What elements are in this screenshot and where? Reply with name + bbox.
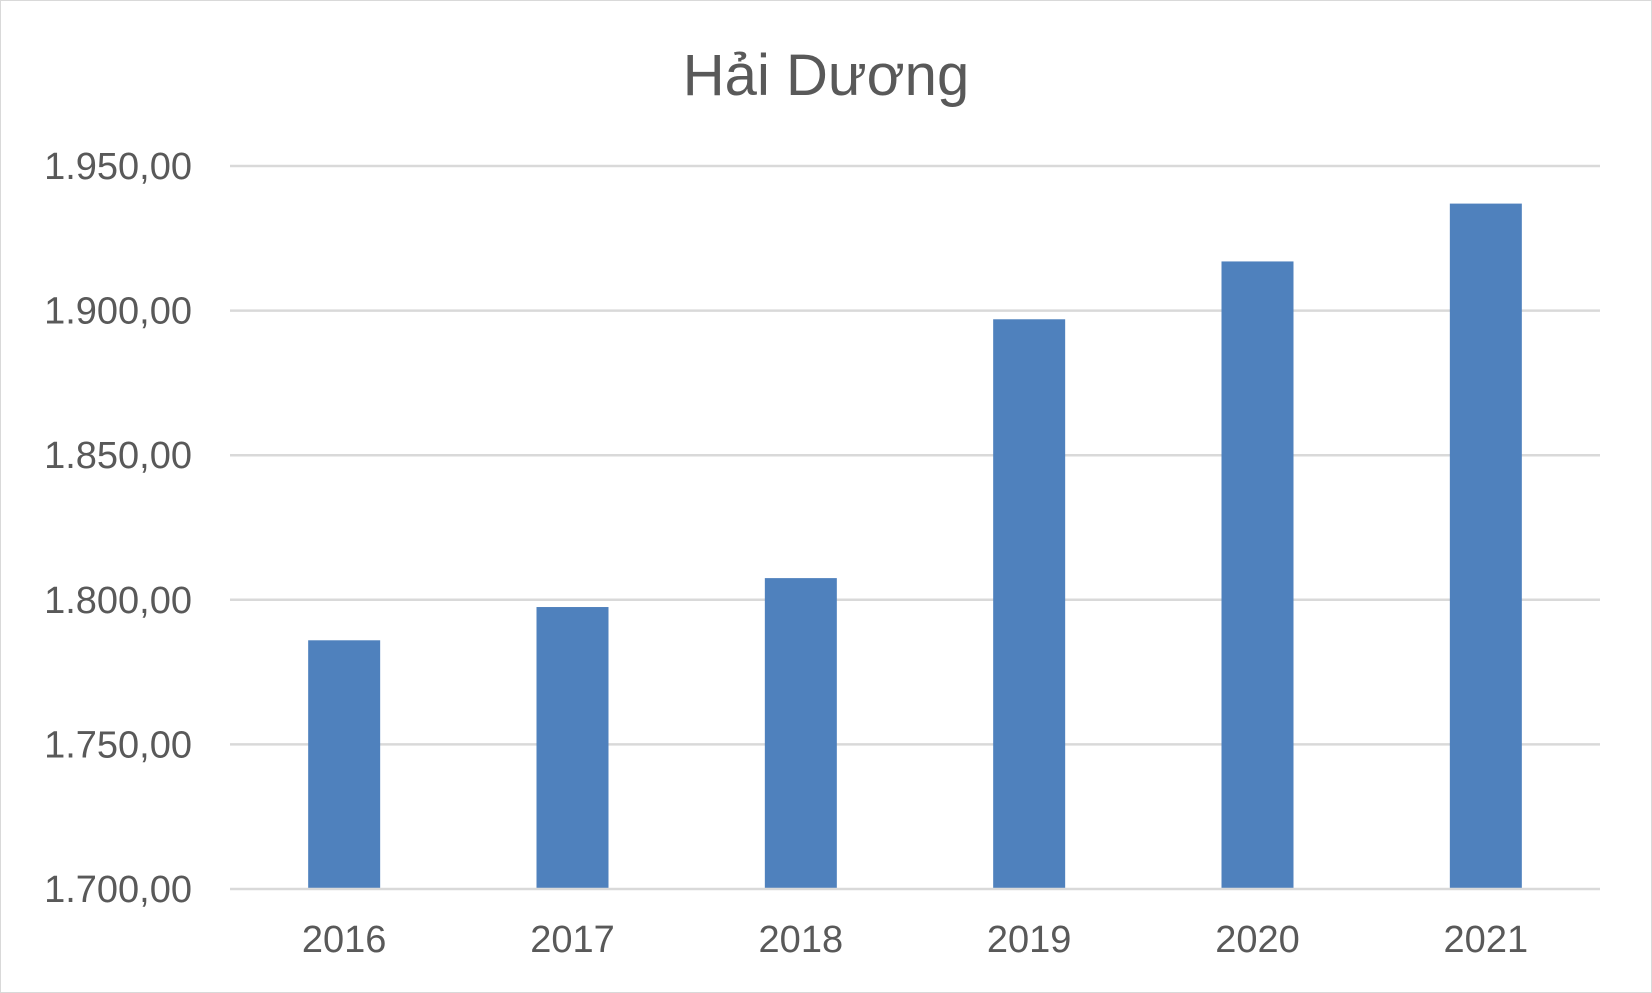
y-tick-label: 1.700,00 <box>44 869 192 911</box>
x-tick-label: 2020 <box>1215 919 1300 961</box>
y-tick-label: 1.900,00 <box>44 291 192 333</box>
bar-2021 <box>1449 203 1522 889</box>
bar-2017 <box>536 607 609 889</box>
chart-title: Hải Dương <box>683 43 969 108</box>
x-tick-label: 2017 <box>530 919 615 961</box>
bar-2019 <box>993 319 1066 889</box>
bar-2020 <box>1221 261 1294 889</box>
bar-2018 <box>764 578 837 889</box>
y-tick-label: 1.850,00 <box>44 435 192 477</box>
x-tick-label: 2016 <box>302 919 387 961</box>
y-tick-label: 1.950,00 <box>44 146 192 188</box>
y-axis-ticks: 1.700,00 1.750,00 1.800,00 1.850,00 1.900,00… <box>44 146 192 911</box>
gridlines <box>230 164 1600 746</box>
x-tick-label: 2019 <box>987 919 1072 961</box>
y-tick-label: 1.750,00 <box>44 724 192 766</box>
bars <box>308 203 1522 889</box>
bar-2016 <box>308 640 381 889</box>
x-tick-label: 2021 <box>1444 919 1529 961</box>
x-axis-ticks: 2016 2017 2018 2019 2020 2021 <box>302 919 1528 961</box>
y-tick-label: 1.800,00 <box>44 580 192 622</box>
x-tick-label: 2018 <box>759 919 844 961</box>
